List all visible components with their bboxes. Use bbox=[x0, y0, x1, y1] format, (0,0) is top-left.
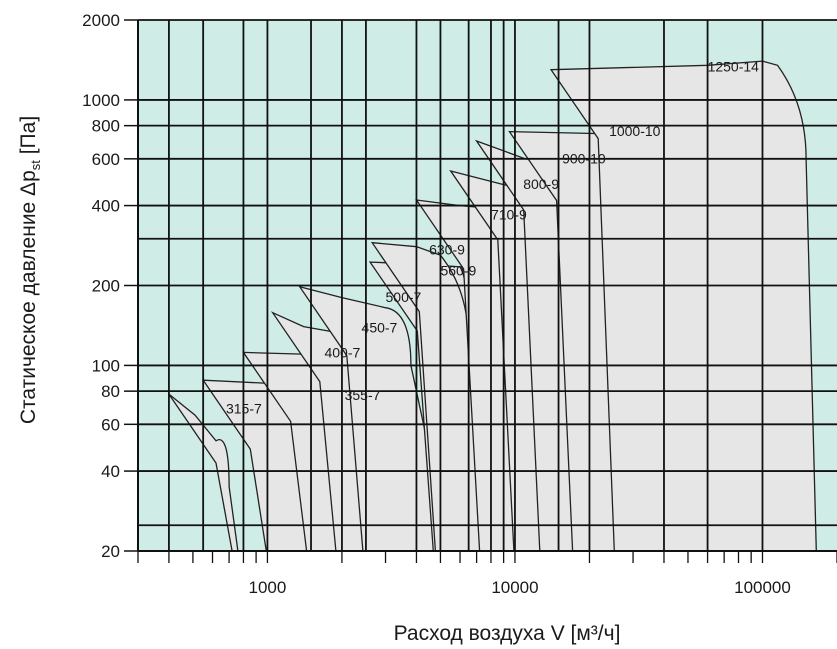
fan-label-630-9: 630-9 bbox=[429, 241, 465, 257]
y-tick-label: 20 bbox=[101, 542, 120, 561]
fan-label-1000-10: 1000-10 bbox=[609, 123, 661, 139]
x-tick-label: 10000 bbox=[491, 578, 538, 597]
y-tick-label: 2000 bbox=[82, 11, 120, 30]
fan-label-355-7: 355-7 bbox=[345, 387, 381, 403]
fan-label-710-9: 710-9 bbox=[491, 206, 527, 222]
y-tick-label: 200 bbox=[92, 277, 120, 296]
envelope-1250-14 bbox=[549, 60, 817, 552]
y-axis-label-main: Статическое давление Δp bbox=[17, 170, 40, 424]
x-tick-label: 1000 bbox=[249, 578, 287, 597]
y-tick-label: 800 bbox=[92, 117, 120, 136]
y-axis-label: Статическое давление Δpst [Па] bbox=[17, 116, 43, 424]
fan-label-900-10: 900-10 bbox=[562, 151, 606, 167]
x-tick-label: 100000 bbox=[734, 578, 791, 597]
tick-labels: 20 40 60 80 100 200 400 600 800 1000 2000 1000 10000… bbox=[82, 11, 791, 597]
y-tick-label: 60 bbox=[101, 415, 120, 434]
fan-label-450-7: 450-7 bbox=[362, 320, 398, 336]
fan-label-800-9: 800-9 bbox=[523, 176, 559, 192]
axes bbox=[124, 19, 837, 563]
y-tick-label: 600 bbox=[92, 150, 120, 169]
x-axis-label: Расход воздуха V [м³/ч] bbox=[394, 622, 621, 645]
y-tick-label: 1000 bbox=[82, 91, 120, 110]
fan-label-500-7: 500-7 bbox=[386, 289, 422, 305]
fan-label-315-7: 315-7 bbox=[226, 400, 262, 416]
fan-label-400-7: 400-7 bbox=[324, 345, 360, 361]
y-axis-label-unit: [Па] bbox=[17, 116, 40, 160]
y-tick-label: 80 bbox=[101, 382, 120, 401]
y-tick-label: 100 bbox=[92, 356, 120, 375]
fan-label-1250-14: 1250-14 bbox=[708, 58, 760, 74]
fan-label-560-9: 560-9 bbox=[440, 263, 476, 279]
grid-lines bbox=[138, 19, 837, 552]
y-tick-label: 40 bbox=[101, 462, 120, 481]
y-tick-label: 400 bbox=[92, 197, 120, 216]
y-axis-label-subscript: st bbox=[28, 160, 43, 171]
